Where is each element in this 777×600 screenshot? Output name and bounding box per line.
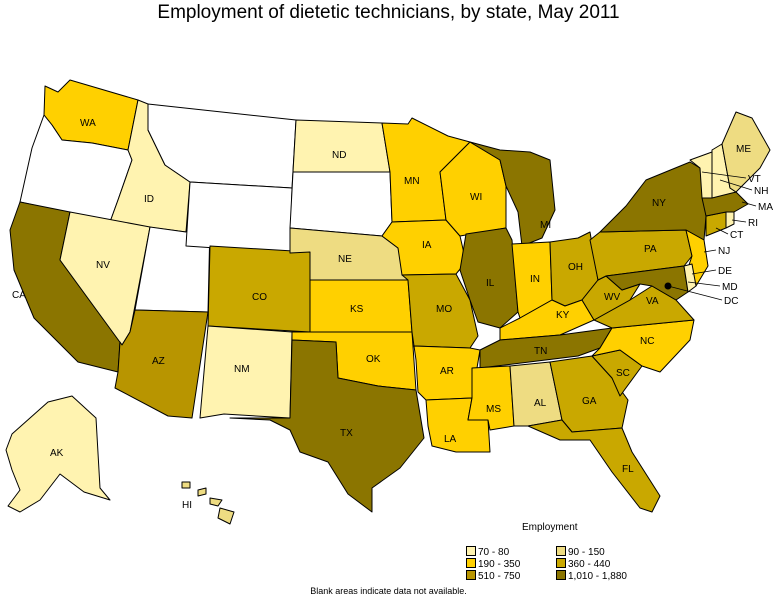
state-MI xyxy=(469,141,556,247)
legend-label: 70 - 80 xyxy=(478,547,510,558)
label-nj: NJ xyxy=(718,246,730,257)
label-tx: TX xyxy=(340,428,353,439)
legend: Employment 70 - 80 90 - 150 190 - 350 36… xyxy=(466,520,686,600)
label-fl: FL xyxy=(622,464,634,475)
label-wv: WV xyxy=(604,292,620,303)
legend-item: 510 - 750 xyxy=(466,570,520,582)
label-ks: KS xyxy=(350,304,364,315)
label-co: CO xyxy=(252,292,267,303)
legend-item: 70 - 80 xyxy=(466,546,509,558)
label-ar: AR xyxy=(440,366,454,377)
legend-swatch xyxy=(466,570,476,580)
label-vt: VT xyxy=(748,174,761,185)
legend-swatch xyxy=(556,546,566,556)
leader-md xyxy=(687,281,721,287)
label-mo: MO xyxy=(436,304,452,315)
label-la: LA xyxy=(444,434,457,445)
state-WY xyxy=(185,181,293,254)
label-va: VA xyxy=(646,296,659,307)
leader-nj xyxy=(703,249,717,253)
label-ca: CA xyxy=(12,290,26,301)
label-ia: IA xyxy=(422,240,432,251)
leader-ri xyxy=(731,219,747,223)
leader-ma xyxy=(741,201,757,207)
footnote: Blank areas indicate data not available. xyxy=(310,586,467,596)
label-al: AL xyxy=(534,398,547,409)
state-VT xyxy=(689,151,713,199)
label-me: ME xyxy=(736,144,751,155)
legend-label: 360 - 440 xyxy=(568,559,611,570)
legend-item: 360 - 440 xyxy=(556,558,610,570)
legend-item: 1,010 - 1,880 xyxy=(556,570,627,582)
state-ME xyxy=(721,111,771,193)
state-MS xyxy=(467,365,515,431)
map-title: Employment of dietetic technicians, by s… xyxy=(157,2,620,23)
legend-swatch xyxy=(556,570,566,580)
legend-label: 510 - 750 xyxy=(478,571,521,582)
leader-ct xyxy=(715,227,729,235)
label-hi: HI xyxy=(182,500,192,511)
state-AZ xyxy=(114,309,209,419)
label-ok: OK xyxy=(366,354,381,365)
label-dc: DC xyxy=(724,296,738,307)
label-nv: NV xyxy=(96,260,110,271)
label-md: MD xyxy=(722,282,738,293)
legend-swatch xyxy=(556,558,566,568)
label-ct: CT xyxy=(730,230,743,241)
state-SD xyxy=(289,171,393,237)
state-HI xyxy=(181,481,235,525)
label-in: IN xyxy=(530,274,540,285)
label-pa: PA xyxy=(644,244,657,255)
state-NM xyxy=(199,325,293,419)
legend-swatch xyxy=(466,546,476,556)
label-ny: NY xyxy=(652,198,666,209)
label-mn: MN xyxy=(404,176,420,187)
leader-vt xyxy=(701,171,747,179)
legend-swatch xyxy=(466,558,476,568)
label-nm: NM xyxy=(234,364,250,375)
state-NC xyxy=(591,319,695,373)
label-il: IL xyxy=(486,278,495,289)
label-wa: WA xyxy=(80,118,96,129)
leader-nh xyxy=(719,179,753,191)
label-id: ID xyxy=(144,194,154,205)
state-ND xyxy=(292,119,391,173)
state-TX xyxy=(229,339,425,513)
label-nd: ND xyxy=(332,150,346,161)
label-ms: MS xyxy=(486,404,501,415)
label-nc: NC xyxy=(640,336,654,347)
leader-de xyxy=(691,269,717,275)
label-nh: NH xyxy=(754,186,768,197)
label-ma: MA xyxy=(758,202,773,213)
label-ri: RI xyxy=(748,218,758,229)
label-de: DE xyxy=(718,266,732,277)
label-wi: WI xyxy=(470,192,482,203)
legend-item: 90 - 150 xyxy=(556,546,605,558)
label-oh: OH xyxy=(568,262,583,273)
label-ne: NE xyxy=(338,254,352,265)
state-AK xyxy=(5,395,111,513)
legend-label: 90 - 150 xyxy=(568,547,605,558)
label-mi: MI xyxy=(540,220,551,231)
legend-item: 190 - 350 xyxy=(466,558,520,570)
legend-label: 1,010 - 1,880 xyxy=(568,571,627,582)
state-CO xyxy=(207,245,311,333)
state-FL xyxy=(527,419,661,513)
label-ak: AK xyxy=(50,448,64,459)
legend-title: Employment xyxy=(522,522,578,533)
state-DE xyxy=(683,263,697,293)
label-az: AZ xyxy=(152,356,165,367)
label-ga: GA xyxy=(582,396,597,407)
label-sc: SC xyxy=(616,368,630,379)
label-tn: TN xyxy=(534,346,547,357)
leader-dc xyxy=(667,285,723,301)
legend-label: 190 - 350 xyxy=(478,559,521,570)
label-ky: KY xyxy=(556,310,570,321)
